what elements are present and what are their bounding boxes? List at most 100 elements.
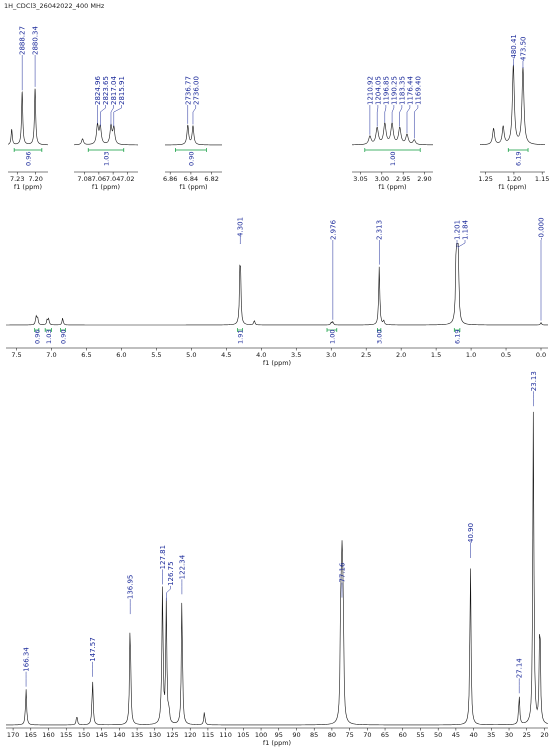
carbon-tick-label: 55: [416, 731, 424, 739]
carbon-peak-label: 126.75: [167, 561, 175, 586]
inset2-peak-label: 2823.65: [102, 76, 110, 105]
carbon-spectrum-trace: [5, 411, 549, 726]
carbon-peak-label: 166.34: [23, 647, 31, 672]
inset2-peak-label: 2824.96: [94, 76, 102, 105]
carbon-tick-label: 50: [434, 731, 442, 739]
inset2-peak-label: 2817.04: [110, 76, 118, 105]
carbon-x-axis: 170 165 160 155 150 145 140 135 130 125 120 115 110 1…: [6, 727, 549, 747]
proton-tick-label: 2.0: [396, 351, 406, 359]
carbon-peak-label: 27.14: [516, 658, 524, 679]
carbon-peak-label: 136.95: [127, 575, 135, 600]
carbon-tick-label: 90: [292, 731, 300, 739]
inset4-peak-label: 1190.25: [390, 76, 398, 105]
carbon-tick-label: 120: [184, 731, 196, 739]
inset4-x-axis-label: f1 (ppm): [378, 183, 406, 191]
inset5-spectrum-trace: [480, 65, 546, 145]
proton-tick-label: 7.0: [46, 351, 56, 359]
inset5-peak-label: 480.41: [510, 34, 518, 59]
carbon-tick-label: 35: [487, 731, 495, 739]
carbon-tick-label: 80: [328, 731, 336, 739]
proton-tick-label: 5.0: [186, 351, 196, 359]
inset1-spectrum-trace: [7, 88, 48, 146]
proton-tick-label: 4.5: [221, 351, 231, 359]
inset2-peak-pointer: [100, 105, 106, 126]
inset4-peak-label: 1196.85: [382, 76, 390, 105]
inset5-x-axis: 1.25 1.20 1.15 f1 (ppm): [478, 171, 549, 191]
proton-integral-value: 0.96: [33, 330, 41, 344]
inset4-peak-label: 1176.44: [406, 76, 414, 105]
inset3-tick-label: 6.86: [163, 175, 177, 183]
proton-peak-label: 1.201: [454, 220, 462, 240]
carbon-peak-label: 147.57: [89, 637, 97, 662]
carbon-tick-label: 155: [60, 731, 72, 739]
proton-tick-label: 0.0: [536, 351, 546, 359]
inset3-spectrum-trace: [165, 124, 222, 146]
inset2-tick-label: 7.02: [120, 175, 134, 183]
inset2-peak-pointer: [113, 105, 122, 127]
inset4-tick-label: 3.05: [353, 175, 367, 183]
carbon-tick-label: 65: [381, 731, 389, 739]
inset2-peak-label: 2815.91: [118, 76, 126, 105]
inset4-tick-label: 2.95: [396, 175, 410, 183]
inset4-tick-label: 2.90: [417, 175, 431, 183]
carbon-tick-label: 75: [345, 731, 353, 739]
inset5-integral-value: 6.19: [515, 152, 523, 166]
proton-spectrum-trace: [6, 243, 549, 326]
carbon-tick-label: 95: [275, 731, 283, 739]
carbon-peak-label: 40.90: [467, 523, 475, 543]
inset3-peak-pointer: [192, 105, 197, 125]
inset3-tick-label: 6.82: [204, 175, 218, 183]
carbon-peak-label: 127.81: [159, 545, 167, 570]
carbon-peak-pointer: [166, 585, 171, 601]
inset4-peak-pointer: [376, 105, 379, 127]
inset5-tick-label: 1.25: [478, 175, 492, 183]
proton-tick-label: 7.5: [11, 351, 21, 359]
carbon-tick-label: 20: [540, 731, 548, 739]
inset4-integral-value: 1.00: [389, 152, 397, 166]
carbon-tick-label: 60: [399, 731, 407, 739]
inset5-tick-label: 1.15: [535, 175, 549, 183]
inset1-tick-label: 7.20: [28, 175, 42, 183]
carbon-tick-label: 130: [149, 731, 161, 739]
carbon-tick-label: 135: [131, 731, 143, 739]
proton-tick-label: 0.5: [501, 351, 511, 359]
carbon-tick-label: 30: [505, 731, 513, 739]
inset5-x-axis-label: f1 (ppm): [498, 183, 526, 191]
proton-integral-value: 1.00: [328, 330, 336, 344]
proton-tick-label: 4.0: [256, 351, 266, 359]
proton-peak-pointer: [457, 240, 466, 249]
inset3-peak-label: 2736.77: [184, 76, 192, 105]
inset3-peak-label: 2736.00: [192, 76, 200, 105]
carbon-x-axis-label: f1 (ppm): [263, 739, 291, 747]
proton-peak-label: -0.000: [538, 217, 546, 240]
inset3-tick-label: 6.84: [184, 175, 198, 183]
proton-integral-value: 1.91: [236, 330, 244, 344]
proton-tick-label: 2.5: [361, 351, 371, 359]
inset4-peak-pointer: [406, 105, 411, 134]
carbon-tick-label: 160: [42, 731, 54, 739]
inset4-peak-label: 1183.35: [398, 76, 406, 105]
carbon-tick-label: 145: [95, 731, 107, 739]
inset3-x-axis-label: f1 (ppm): [179, 183, 207, 191]
carbon-tick-label: 110: [219, 731, 231, 739]
inset2-integral-value: 1.03: [103, 152, 111, 166]
carbon-tick-label: 115: [202, 731, 214, 739]
inset2-peak-pointer: [110, 105, 114, 125]
inset4-peak-pointer: [413, 105, 419, 139]
inset4-peak-pointer: [399, 105, 403, 127]
carbon-tick-label: 105: [237, 731, 249, 739]
inset2-tick-label: 7.06: [92, 175, 106, 183]
inset2-spectrum-trace: [74, 122, 138, 146]
inset4-tick-label: 3.00: [375, 175, 389, 183]
carbon-peak-label: 122.34: [178, 554, 186, 579]
proton-tick-label: 6.0: [116, 351, 126, 359]
proton-integral-value: 6.19: [454, 330, 462, 344]
carbon-tick-label: 100: [255, 731, 267, 739]
proton-tick-label: 3.0: [326, 351, 336, 359]
inset1-peak-label: 2880.34: [32, 26, 40, 55]
